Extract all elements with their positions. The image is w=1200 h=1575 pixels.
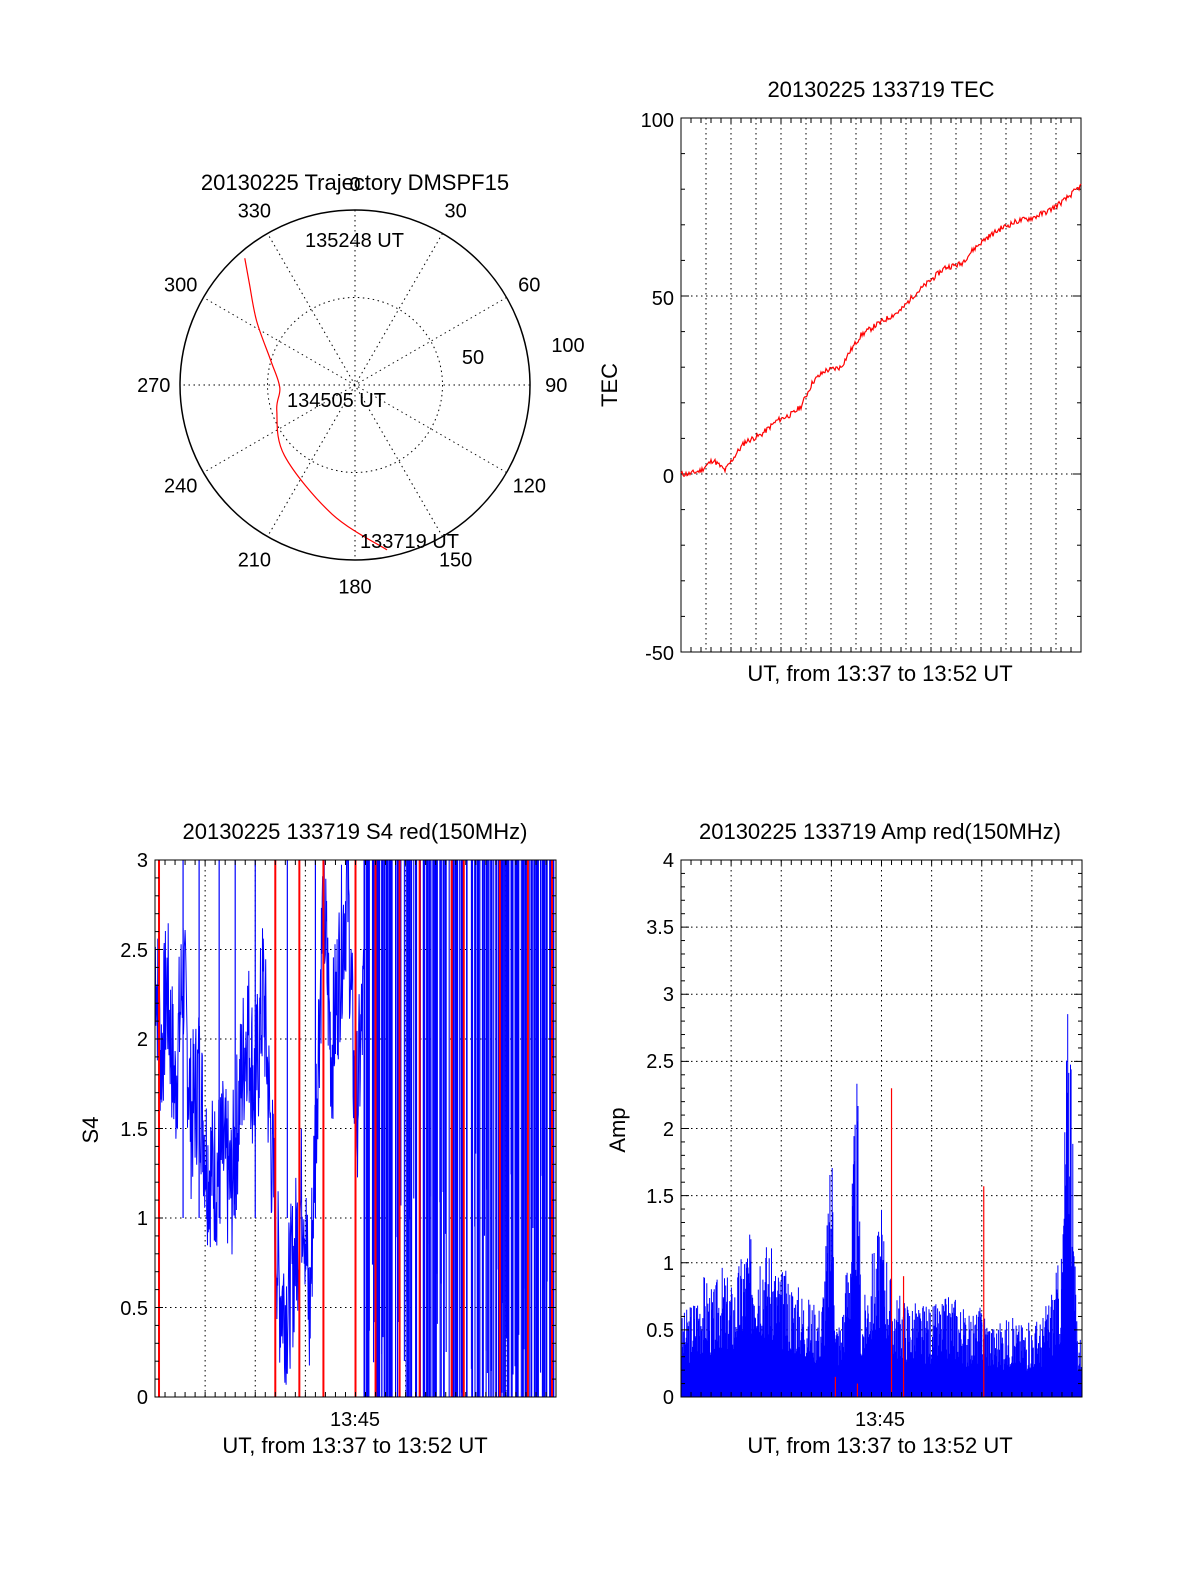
trajectory-title: 20130225 Trajectory DMSPF15	[201, 170, 509, 195]
tec-ytick-100: 100	[641, 110, 674, 132]
tec-gridlines	[681, 118, 1081, 652]
amp-title: 20130225 133719 Amp red(150MHz)	[699, 819, 1061, 844]
trajectory-track-line	[244, 258, 388, 551]
amp-ytick-1: 1	[663, 1253, 674, 1275]
s4-plot: 20130225 133719 S4 red(150MHz) 0 0.5 1 1…	[78, 819, 557, 1458]
trajectory-start-label: 133719 UT	[360, 531, 459, 553]
polar-azimuth-label: 120	[513, 476, 546, 498]
s4-ytick-0.5: 0.5	[120, 1298, 148, 1320]
tec-ylabel: TEC	[597, 363, 622, 407]
tec-ytick-50: 50	[652, 288, 674, 310]
s4-blue-series-line	[155, 860, 364, 1385]
s4-ytick-0: 0	[137, 1387, 148, 1409]
tec-ytick-neg50: -50	[645, 643, 674, 665]
s4-data-area	[155, 860, 555, 1397]
amp-ylabel: Amp	[605, 1107, 630, 1152]
amp-ytick-3.5: 3.5	[646, 917, 674, 939]
tec-title: 20130225 133719 TEC	[767, 77, 994, 102]
s4-xtick-1345: 13:45	[330, 1409, 380, 1431]
amp-plot: 20130225 133719 Amp red(150MHz) 0 0.5 1 …	[605, 819, 1083, 1458]
polar-azimuth-label: 210	[238, 549, 271, 571]
s4-ytick-3: 3	[137, 850, 148, 872]
amp-ytick-3: 3	[663, 984, 674, 1006]
amp-ytick-2.5: 2.5	[646, 1051, 674, 1073]
tec-series-line	[680, 183, 1082, 478]
amp-ytick-0: 0	[663, 1387, 674, 1409]
polar-azimuth-label: 270	[137, 375, 170, 397]
tec-axis-ticks	[681, 117, 1081, 653]
amp-ytick-1.5: 1.5	[646, 1186, 674, 1208]
trajectory-end-label: 135248 UT	[305, 230, 404, 252]
trajectory-polar-plot: 20130225 Trajectory DMSPF15 0 30 60 90 120 15…	[137, 170, 585, 598]
polar-azimuth-label: 30	[445, 201, 467, 223]
polar-azimuth-label: 240	[164, 476, 197, 498]
amp-xtick-1345: 13:45	[855, 1409, 905, 1431]
polar-azimuth-label: 150	[439, 549, 472, 571]
polar-azimuth-label: 300	[164, 274, 197, 296]
polar-azimuth-labels: 0 30 60 90 120 150 180 210 240 270 300 330	[137, 174, 567, 599]
amp-ytick-0.5: 0.5	[646, 1320, 674, 1342]
tec-plot: 20130225 133719 TEC 100 50 0 -50 TEC UT,…	[597, 77, 1082, 686]
polar-azimuth-label: 60	[518, 274, 540, 296]
amp-data-area	[681, 1014, 1082, 1397]
amp-axis-ticks	[681, 859, 1082, 1398]
s4-title: 20130225 133719 S4 red(150MHz)	[183, 819, 528, 844]
polar-radial-label-50: 50	[462, 347, 484, 369]
polar-spokes	[180, 210, 530, 560]
s4-ytick-1: 1	[137, 1208, 148, 1230]
tec-ytick-0: 0	[663, 466, 674, 488]
s4-ytick-2.5: 2.5	[120, 940, 148, 962]
polar-inner-circle	[267, 297, 443, 473]
s4-axis-ticks	[155, 859, 556, 1398]
s4-ytick-1.5: 1.5	[120, 1119, 148, 1141]
trajectory-mid-label: 134505 UT	[287, 390, 386, 412]
polar-azimuth-label: 90	[545, 375, 567, 397]
s4-xlabel: UT, from 13:37 to 13:52 UT	[222, 1433, 487, 1458]
polar-azimuth-label: 330	[238, 201, 271, 223]
polar-azimuth-label: 0	[349, 174, 360, 196]
amp-ytick-2: 2	[663, 1119, 674, 1141]
amp-ytick-4: 4	[663, 850, 674, 872]
polar-spoke	[267, 233, 443, 537]
s4-ylabel: S4	[78, 1117, 103, 1144]
s4-ytick-2: 2	[137, 1029, 148, 1051]
tec-xlabel: UT, from 13:37 to 13:52 UT	[747, 661, 1012, 686]
amp-xlabel: UT, from 13:37 to 13:52 UT	[747, 1433, 1012, 1458]
polar-radial-label-100: 100	[551, 335, 584, 357]
polar-azimuth-label: 180	[338, 576, 371, 598]
